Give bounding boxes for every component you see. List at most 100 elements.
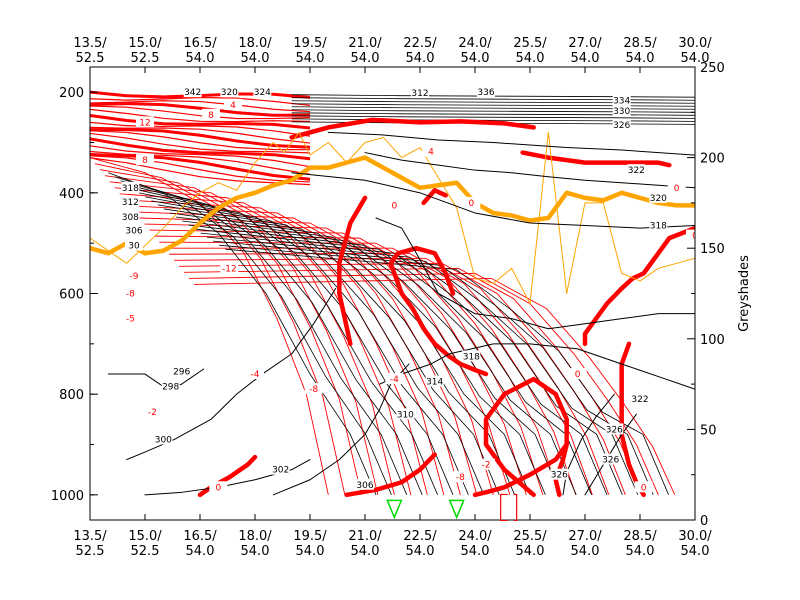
contour-label: 318 <box>650 222 667 232</box>
contour-label: 326 <box>551 471 568 481</box>
series-thin-line-12 <box>90 131 695 305</box>
series-zero-contour-2 <box>344 452 437 498</box>
contour-label: 322 <box>631 395 648 405</box>
contour-label-bg <box>612 118 631 130</box>
contour-label: 342 <box>184 88 201 98</box>
contour-label: 30 <box>128 242 140 252</box>
contour-label-bg <box>121 312 140 324</box>
contour-label: 314 <box>426 378 443 388</box>
x-tick-label-lat: 54.0 <box>241 51 270 66</box>
series-thick-line-11 <box>90 155 695 256</box>
x-tick-label-lat: 52.5 <box>76 51 105 66</box>
dense-contour-line <box>90 128 311 149</box>
upper-contour-line <box>291 115 695 119</box>
x-tick-label-lat: 52.5 <box>131 544 160 559</box>
x-tick-label-lat: 52.5 <box>131 51 160 66</box>
thin-contour-line <box>174 257 610 495</box>
y-left-tick-label: 600 <box>59 288 84 303</box>
contour-label-bg <box>356 478 374 490</box>
contour-label: 0 <box>674 184 680 194</box>
contour-label-bg <box>154 433 173 445</box>
contour-label: -9 <box>130 272 139 282</box>
thin-contour-line <box>124 199 445 495</box>
x-tick-label-lon: 15.0/ <box>128 36 162 51</box>
x-tick-label-lat: 52.5 <box>76 544 105 559</box>
axes: 13.5/52.513.5/52.515.0/52.515.0/52.516.5… <box>51 36 725 559</box>
dense-contour-line <box>90 108 311 123</box>
contour-label: 306 <box>125 227 142 237</box>
station-marker-bracket <box>500 493 508 522</box>
dense-contour-line <box>90 145 311 168</box>
contour-label-bg <box>253 86 272 98</box>
station-marker-triangle <box>448 499 465 520</box>
contour-label-bg <box>224 98 242 110</box>
contour-label: 298 <box>162 383 179 393</box>
contour-label: 296 <box>173 368 190 378</box>
upper-contour-line <box>291 97 695 101</box>
thin-contour-line <box>99 169 362 495</box>
x-tick-label-lon: 13.5/ <box>73 529 107 544</box>
x-tick-label-lon: 21.0/ <box>348 36 382 51</box>
series-contour-23 <box>327 131 695 156</box>
upper-contour-line <box>291 100 695 104</box>
x-tick-label-lon: 18.0/ <box>238 529 272 544</box>
contour-label-bg <box>631 393 649 405</box>
x-tick-label-lon: 19.5/ <box>293 529 327 544</box>
contour-label: 0 <box>692 232 698 242</box>
contour-label-bg <box>462 350 481 362</box>
thin-contour-line <box>134 211 478 495</box>
thin-contour-line <box>206 236 623 495</box>
x-tick-label-lat: 54.0 <box>241 544 270 559</box>
contour-label: -8 <box>309 385 318 395</box>
station-marker-bracket <box>513 493 518 522</box>
contour-label-bg <box>172 365 191 377</box>
series-zero-contour-5 <box>388 245 489 377</box>
x-tick-label-lat: 54.0 <box>571 51 600 66</box>
contour-label-bg <box>125 224 143 236</box>
x-tick-label-lat: 54.0 <box>461 51 490 66</box>
thin-contour-line <box>157 204 500 495</box>
dense-contour-line <box>90 155 311 183</box>
contour-label-bg <box>183 86 202 98</box>
series-zero-contour-4 <box>483 376 569 498</box>
contour-label-bg <box>209 481 228 493</box>
thin-contour-line <box>159 241 560 495</box>
plot-area: 3023002982963063103143183223263263263183… <box>90 86 698 498</box>
x-tick-label-lon: 30.0/ <box>678 36 712 51</box>
series-contour-16 <box>272 363 410 496</box>
contour-label-bg <box>477 86 495 98</box>
contour-label: 318 <box>463 352 480 362</box>
x-tick-label-lon: 19.5/ <box>293 36 327 51</box>
thin-contour-line <box>132 188 438 495</box>
contour-label: 0 <box>641 483 647 493</box>
contour-label-bg <box>627 164 646 176</box>
series-contour-18 <box>562 393 615 496</box>
station-marker-triangle <box>386 499 403 520</box>
x-tick-label-lat: 54.0 <box>516 51 545 66</box>
contour-label: 0 <box>391 201 397 211</box>
contour-label: 4 <box>230 101 236 111</box>
thin-contour-line <box>151 200 485 495</box>
contour-label: 8 <box>142 156 148 166</box>
thin-contour-line <box>149 229 527 495</box>
thin-contour-line <box>114 187 412 495</box>
dense-contour-line <box>90 102 311 117</box>
y-right-tick-label: 150 <box>700 242 725 257</box>
x-tick-label-lon: 18.0/ <box>238 36 272 51</box>
series-zero-contour-6 <box>582 225 695 347</box>
series-zero-contour-1 <box>337 195 368 347</box>
y-right-tick-label: 250 <box>700 61 725 76</box>
contour-label: 312 <box>411 89 428 99</box>
x-tick-label-lat: 54.0 <box>186 544 215 559</box>
x-tick-label-lon: 27.0/ <box>568 529 602 544</box>
dense-contour-line <box>90 130 311 151</box>
x-tick-label-lon: 24.0/ <box>458 36 492 51</box>
dense-contour-line <box>90 132 311 154</box>
contour-label: 308 <box>122 213 139 223</box>
contour-label: 302 <box>272 466 289 476</box>
contour-label-bg <box>601 453 620 465</box>
contour-label: 326 <box>606 425 623 435</box>
x-tick-label-lon: 24.0/ <box>458 529 492 544</box>
contour-label: 320 <box>650 194 667 204</box>
